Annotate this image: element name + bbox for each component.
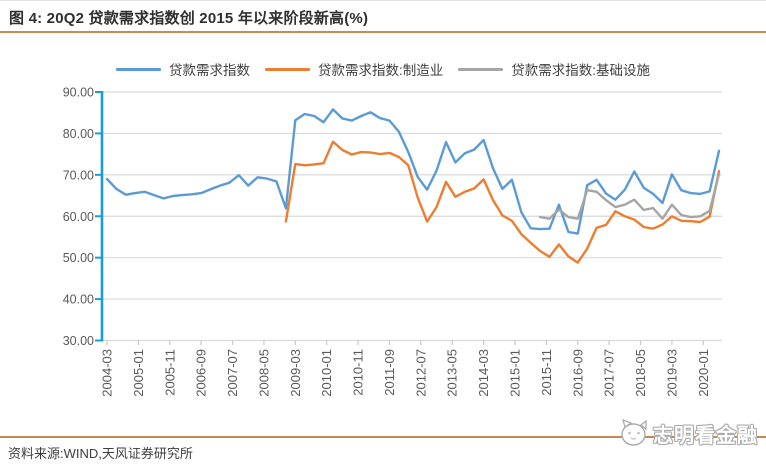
line-chart: 90.00 80.00 70.00 60.00 50.00 40.00 30.00 2004-… [63, 86, 722, 397]
svg-text:2019-03: 2019-03 [664, 349, 679, 397]
svg-text:30.00: 30.00 [63, 334, 94, 348]
svg-text:2020-01: 2020-01 [696, 349, 711, 397]
series-line-1 [284, 140, 721, 264]
legend-label: 贷款需求指数:制造业 [317, 63, 444, 78]
svg-text:2005-11: 2005-11 [162, 349, 177, 396]
title-underline [0, 31, 766, 33]
bottom-divider-line [0, 436, 766, 438]
source-note: 资料来源:WIND,天风证券研究所 [8, 446, 193, 461]
svg-text:2015-01: 2015-01 [508, 349, 523, 397]
gridlines [102, 91, 722, 342]
y-tick-labels: 90.00 80.00 70.00 60.00 50.00 40.00 30.00 [63, 86, 94, 349]
svg-text:90.00: 90.00 [63, 86, 94, 100]
watermark-text: 志明看金融 [653, 424, 758, 447]
svg-text:2014-03: 2014-03 [476, 349, 491, 397]
legend-label: 贷款需求指数:基础设施 [511, 63, 651, 78]
svg-text:70.00: 70.00 [63, 168, 94, 182]
svg-text:2015-11: 2015-11 [539, 349, 554, 396]
svg-text:2018-05: 2018-05 [633, 349, 648, 397]
series-lines [105, 108, 721, 264]
y-axis [95, 91, 104, 342]
svg-text:2005-01: 2005-01 [131, 349, 146, 397]
svg-text:2010-01: 2010-01 [319, 349, 334, 397]
legend-item-loan-demand-index: 贷款需求指数 [115, 59, 250, 79]
svg-text:2006-09: 2006-09 [194, 349, 209, 397]
top-border-line [0, 0, 766, 1]
series-line-2 [538, 172, 721, 220]
svg-text:2012-07: 2012-07 [413, 349, 428, 397]
watermark: 志明看金融 [619, 418, 758, 448]
legend-line-swatch-blue [115, 67, 161, 71]
series-line-0 [105, 108, 721, 235]
svg-text:60.00: 60.00 [63, 210, 94, 224]
svg-text:2017-07: 2017-07 [602, 349, 617, 397]
x-axis-ticks [106, 340, 704, 345]
figure-title: 图 4: 20Q2 贷款需求指数创 2015 年以来阶段新高(%) [9, 10, 369, 27]
svg-text:2008-05: 2008-05 [256, 349, 271, 397]
svg-text:40.00: 40.00 [63, 293, 94, 307]
svg-text:2013-05: 2013-05 [445, 349, 460, 397]
svg-text:2009-03: 2009-03 [288, 349, 303, 397]
svg-text:50.00: 50.00 [63, 251, 94, 265]
legend-line-swatch-gray [458, 67, 504, 71]
svg-text:2010-11: 2010-11 [351, 349, 366, 396]
svg-text:2011-09: 2011-09 [382, 349, 397, 396]
legend-item-infrastructure: 贷款需求指数:基础设施 [458, 59, 650, 79]
svg-text:2007-07: 2007-07 [225, 349, 240, 397]
svg-text:2004-03: 2004-03 [100, 349, 115, 397]
svg-text:80.00: 80.00 [63, 127, 94, 141]
cat-logo-icon [621, 419, 647, 446]
x-tick-labels: 2004-03 2005-01 2005-11 2006-09 2007-07 2008-… [100, 349, 711, 397]
chart-legend: 贷款需求指数 贷款需求指数:制造业 贷款需求指数:基础设施 [0, 59, 766, 79]
legend-item-manufacturing: 贷款需求指数:制造业 [264, 59, 444, 79]
svg-text:2016-09: 2016-09 [570, 349, 585, 397]
legend-line-swatch-orange [264, 67, 310, 71]
legend-label: 贷款需求指数 [168, 63, 250, 78]
